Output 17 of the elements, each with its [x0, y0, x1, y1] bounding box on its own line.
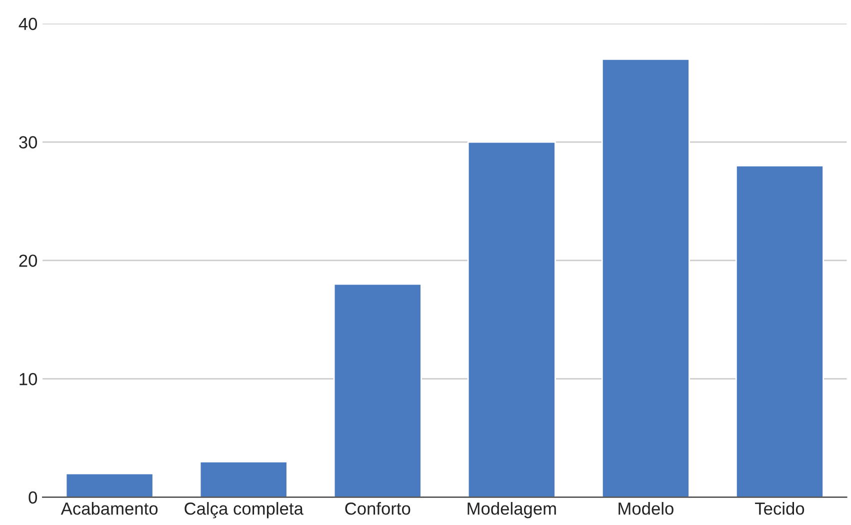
- bar: [601, 58, 690, 498]
- bar: [199, 460, 288, 498]
- x-tick-label: Tecido: [755, 502, 804, 515]
- y-tick-label: 40: [18, 18, 38, 30]
- y-tick-label: 30: [19, 136, 38, 148]
- x-tick-label: Acabamento: [60, 502, 158, 515]
- x-tick-label: Conforto: [345, 502, 410, 515]
- x-tick-label: Calça completa: [184, 502, 304, 518]
- y-tick-label: 20: [19, 254, 38, 267]
- bar: [467, 141, 556, 498]
- x-tick-label: Modelagem: [468, 502, 556, 518]
- y-tick-label: 0: [28, 491, 38, 504]
- x-tick-label: Modelo: [618, 502, 674, 515]
- bar: [333, 283, 422, 498]
- bar: [65, 472, 154, 498]
- y-tick-label: 10: [20, 372, 38, 386]
- bar: [735, 164, 824, 498]
